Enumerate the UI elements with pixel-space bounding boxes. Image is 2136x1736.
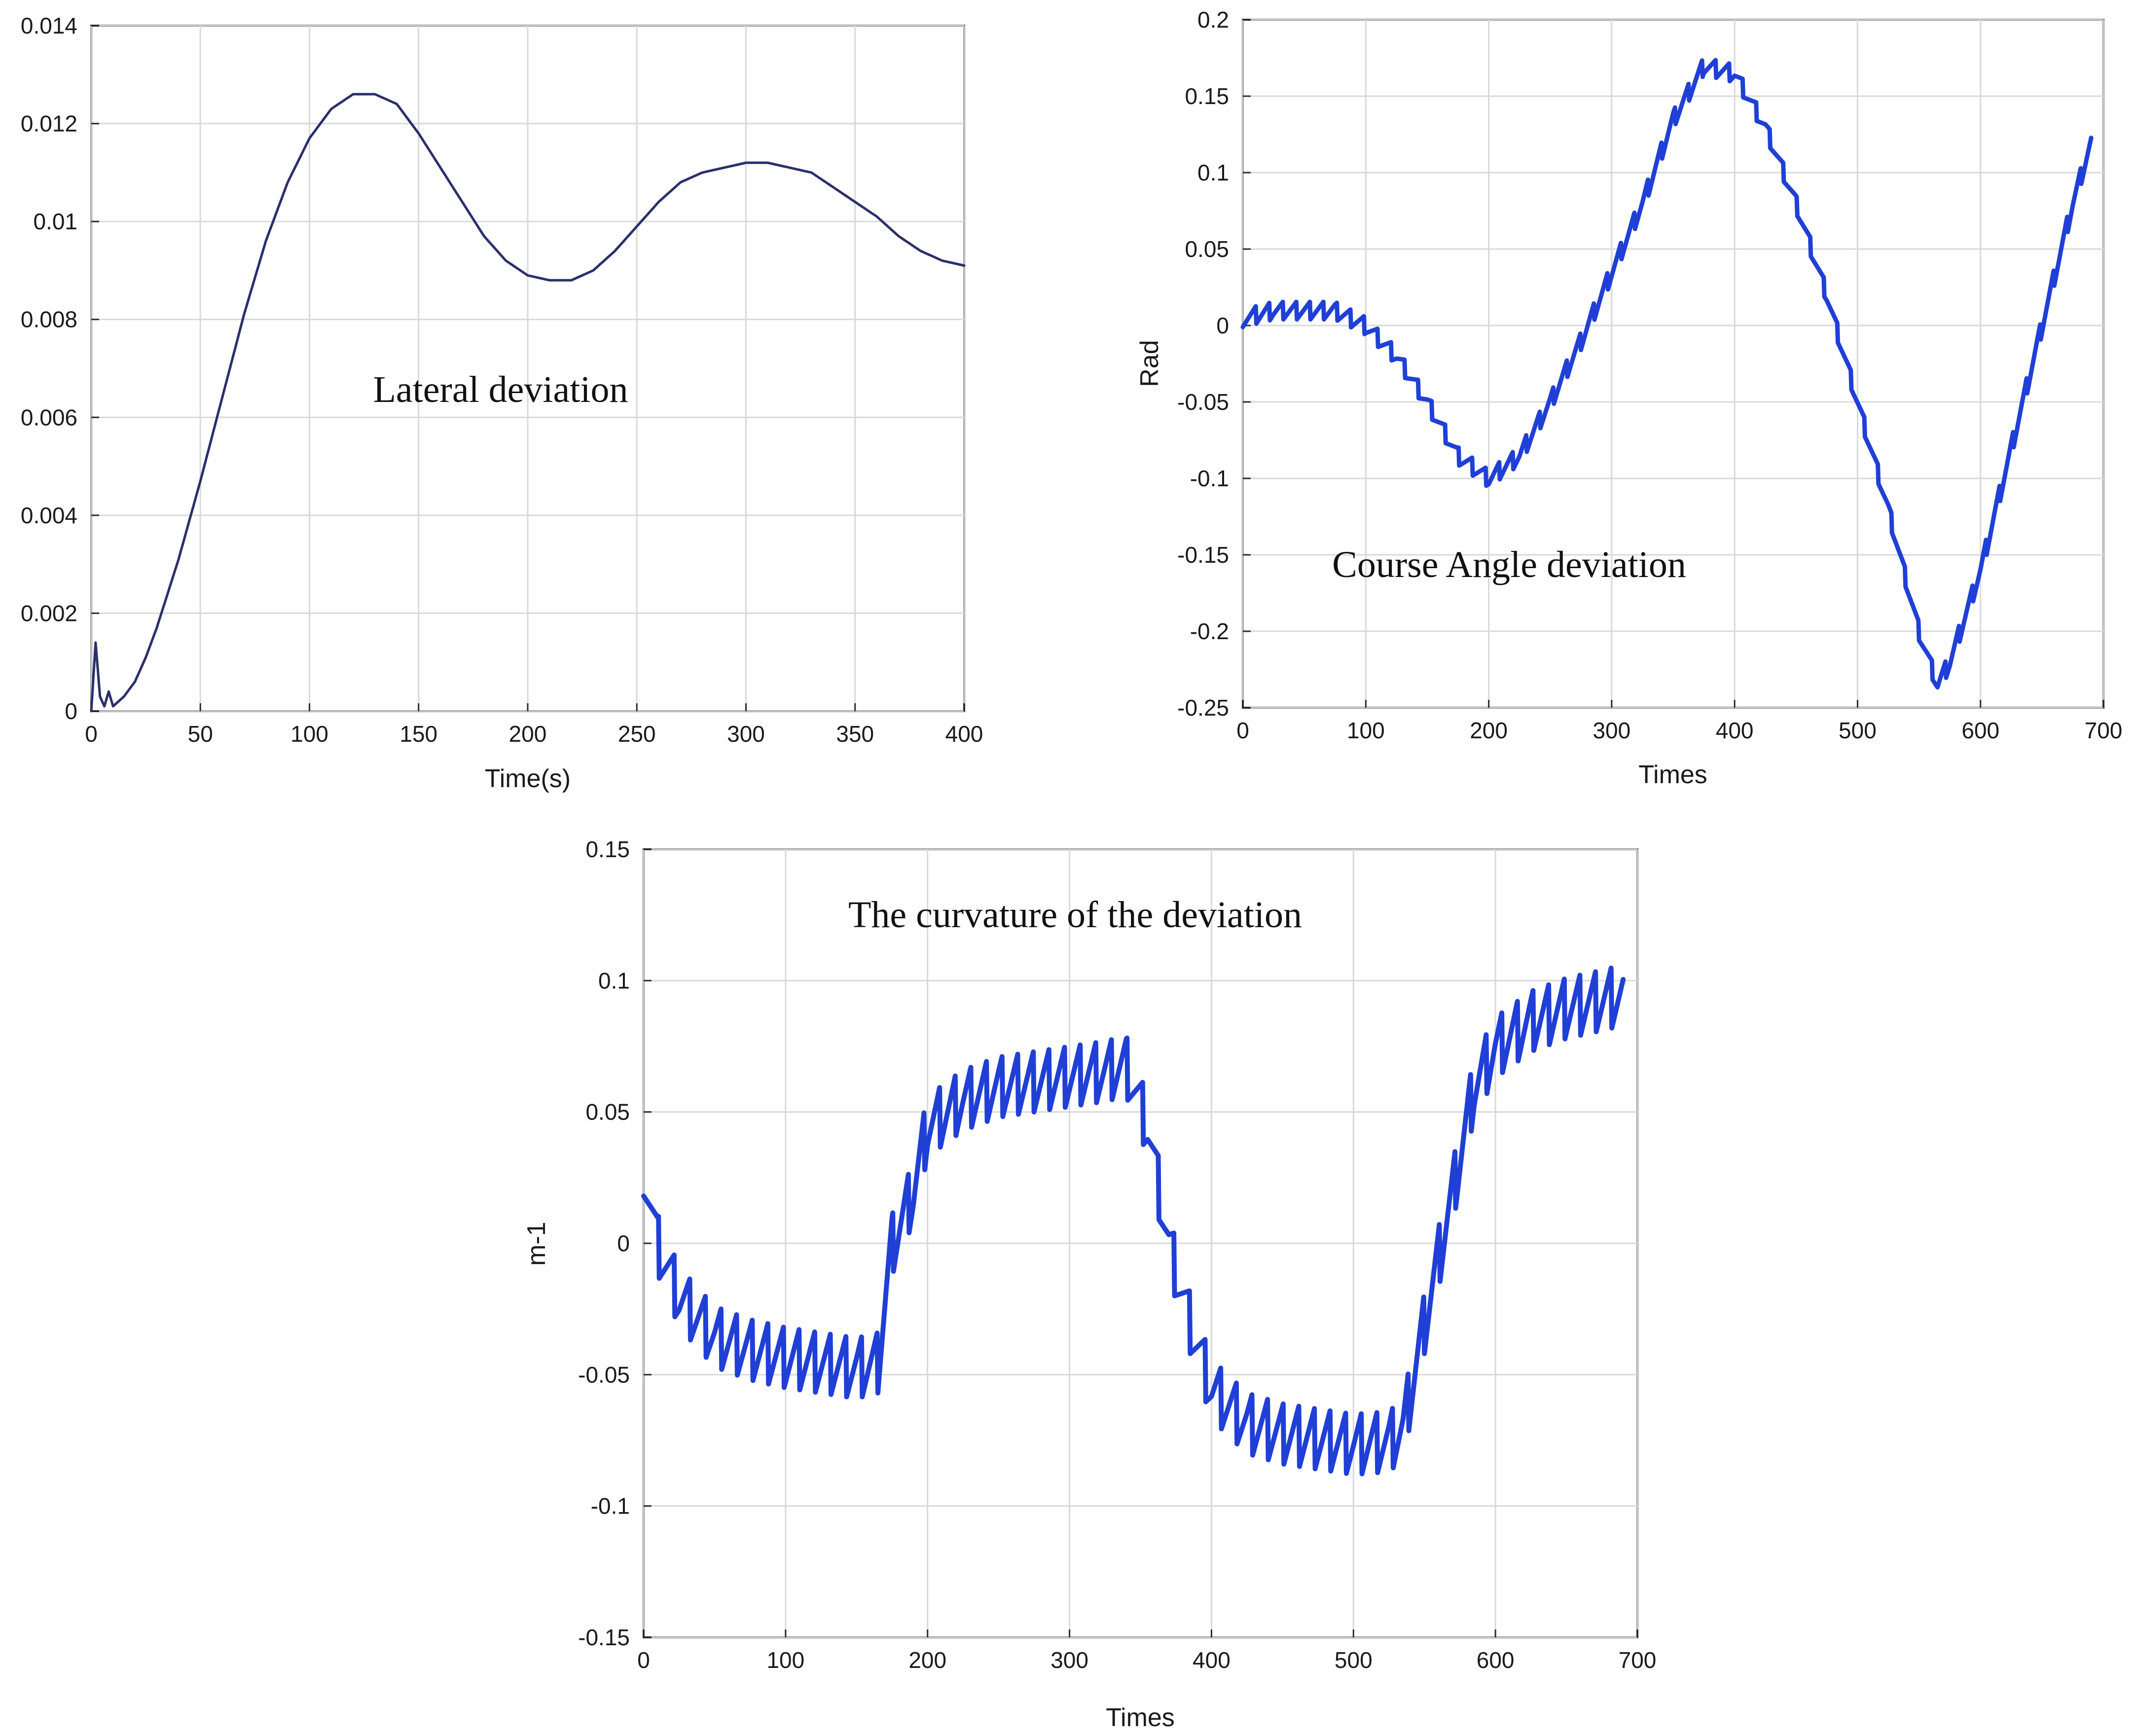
course-angle-y-tick-label: -0.2 bbox=[1190, 618, 1229, 644]
course-angle-annotation: Course Angle deviation bbox=[1332, 544, 1686, 585]
lateral-deviation-x-tick-label: 300 bbox=[727, 721, 765, 747]
curvature-x-tick-label: 600 bbox=[1477, 1647, 1515, 1673]
lateral-deviation-x-tick-label: 250 bbox=[618, 721, 656, 747]
curvature-y-tick-label: -0.05 bbox=[578, 1362, 630, 1387]
curvature-y-axis-label: m-1 bbox=[522, 1222, 551, 1266]
curvature-y-tick-label: 0.05 bbox=[585, 1099, 630, 1125]
course-angle-x-tick-label: 500 bbox=[1839, 718, 1877, 743]
curvature-series bbox=[641, 965, 1626, 1477]
curvature-y-tick-label: 0.15 bbox=[585, 836, 630, 862]
curvature-ticks bbox=[643, 848, 1638, 1638]
curvature-x-tick-label: 500 bbox=[1335, 1647, 1373, 1673]
course-angle-tick-labels: 0 100 200 300 400 500 600 700 -0.25 -0.2 -0.15 -0.1… bbox=[1177, 7, 2122, 743]
lateral-deviation-x-axis-label: Time(s) bbox=[485, 764, 571, 793]
curvature-x-tick-label: 0 bbox=[637, 1647, 650, 1673]
course-angle-x-tick-label: 400 bbox=[1716, 718, 1754, 743]
course-angle-series bbox=[1240, 58, 2094, 690]
curvature-y-tick-label: 0.1 bbox=[598, 968, 630, 993]
lateral-deviation-y-tick-label: 0.01 bbox=[33, 209, 77, 234]
course-angle-x-tick-label: 600 bbox=[1961, 718, 1999, 743]
curvature-y-tick-label: 0 bbox=[617, 1230, 630, 1256]
lateral-deviation-y-tick-label: 0.008 bbox=[21, 307, 77, 332]
course-angle-grid bbox=[1242, 19, 2104, 709]
curvature-tick-labels: 0 100 200 300 400 500 600 700 -0.15 -0.1 -0.05 0 0.0… bbox=[578, 836, 1656, 1673]
curvature-x-tick-label: 400 bbox=[1193, 1647, 1231, 1673]
lateral-deviation-series-line bbox=[90, 93, 966, 713]
lateral-deviation-y-tick-label: 0.014 bbox=[21, 13, 77, 38]
lateral-deviation-x-tick-label: 400 bbox=[945, 721, 983, 747]
curvature-x-tick-label: 100 bbox=[766, 1647, 804, 1673]
course-angle-y-tick-label: 0.05 bbox=[1185, 236, 1229, 262]
lateral-deviation-series bbox=[90, 93, 966, 713]
curvature-x-tick-label: 700 bbox=[1619, 1647, 1657, 1673]
curvature-y-tick-label: -0.1 bbox=[591, 1493, 630, 1519]
lateral-deviation-x-tick-label: 50 bbox=[188, 721, 213, 747]
curvature-y-tick-label: -0.15 bbox=[578, 1625, 630, 1650]
lateral-deviation-y-tick-label: 0 bbox=[65, 698, 77, 724]
curvature-x-tick-label: 300 bbox=[1050, 1647, 1088, 1673]
course-angle-x-tick-label: 100 bbox=[1347, 718, 1385, 743]
curvature-annotation: The curvature of the deviation bbox=[848, 894, 1302, 936]
course-angle-y-axis-label: Rad bbox=[1135, 340, 1164, 387]
course-angle-x-axis-label: Times bbox=[1638, 760, 1707, 789]
curvature-x-tick-label: 200 bbox=[908, 1647, 946, 1673]
lateral-deviation-x-tick-label: 150 bbox=[399, 721, 437, 747]
course-angle-y-tick-label: 0 bbox=[1216, 313, 1229, 338]
course-angle-y-tick-label: 0.15 bbox=[1185, 83, 1229, 109]
course-angle-x-tick-label: 0 bbox=[1236, 718, 1249, 743]
lateral-deviation-y-tick-label: 0.004 bbox=[21, 503, 77, 528]
lateral-deviation-y-tick-label: 0.002 bbox=[21, 600, 77, 626]
course-angle-deviation-chart: 0 100 200 300 400 500 600 700 -0.25 -0.2 -0.15 -0.1… bbox=[1135, 7, 2122, 789]
course-angle-y-tick-label: 0.2 bbox=[1197, 7, 1229, 33]
lateral-deviation-y-tick-label: 0.012 bbox=[21, 111, 77, 137]
course-angle-y-tick-label: -0.05 bbox=[1177, 389, 1229, 415]
course-angle-y-tick-label: -0.1 bbox=[1190, 466, 1229, 491]
course-angle-y-tick-label: 0.1 bbox=[1197, 160, 1229, 185]
lateral-deviation-y-tick-label: 0.006 bbox=[21, 404, 77, 430]
course-angle-series-line bbox=[1240, 58, 2094, 690]
lateral-deviation-x-tick-label: 200 bbox=[509, 721, 547, 747]
lateral-deviation-x-tick-label: 350 bbox=[836, 721, 874, 747]
lateral-deviation-chart: 0 50 100 150 200 250 300 350 400 0 0.002 0.004 0.006… bbox=[21, 13, 983, 793]
curvature-series-line bbox=[641, 965, 1626, 1477]
curvature-deviation-chart: 0 100 200 300 400 500 600 700 -0.15 -0.1 -0.05 0 0.0… bbox=[522, 836, 1656, 1732]
course-angle-x-tick-label: 200 bbox=[1470, 718, 1508, 743]
lateral-deviation-annotation: Lateral deviation bbox=[373, 369, 628, 410]
course-angle-x-tick-label: 700 bbox=[2085, 718, 2123, 743]
lateral-deviation-x-tick-label: 0 bbox=[85, 721, 98, 747]
lateral-deviation-x-tick-label: 100 bbox=[290, 721, 328, 747]
course-angle-ticks bbox=[1242, 19, 2104, 709]
course-angle-plot-area bbox=[1242, 19, 2104, 709]
course-angle-y-tick-label: -0.15 bbox=[1177, 542, 1229, 568]
course-angle-y-tick-label: -0.25 bbox=[1177, 695, 1229, 721]
curvature-x-axis-label: Times bbox=[1106, 1703, 1175, 1732]
course-angle-x-tick-label: 300 bbox=[1593, 718, 1630, 743]
lateral-deviation-tick-labels: 0 50 100 150 200 250 300 350 400 0 0.002 0.004 0.006… bbox=[21, 13, 983, 747]
